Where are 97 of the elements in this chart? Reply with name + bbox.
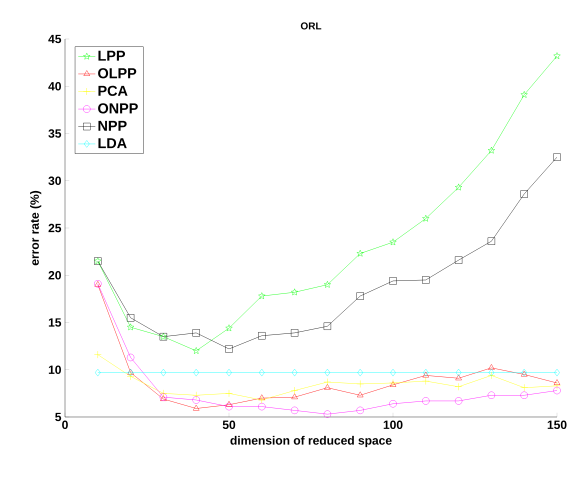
- point: [126, 314, 134, 322]
- point: [193, 368, 200, 376]
- point: [290, 406, 298, 414]
- y-tick-label: 25: [48, 224, 62, 232]
- y-tick-label: 15: [48, 318, 62, 327]
- point: [553, 386, 561, 394]
- legend-label: NPP: [98, 120, 127, 131]
- x-tick-label: 50: [222, 420, 236, 430]
- point: [160, 368, 166, 376]
- point: [290, 329, 298, 337]
- legend-label: LPP: [98, 50, 126, 61]
- point: [520, 384, 528, 392]
- point: [422, 276, 430, 284]
- y-tick-label: 40: [48, 82, 61, 90]
- point: [553, 382, 561, 390]
- point: [553, 52, 561, 60]
- point: [292, 368, 298, 376]
- point: [324, 384, 331, 390]
- point: [422, 368, 429, 376]
- point: [554, 379, 560, 385]
- y-tick-label: 10: [48, 366, 61, 374]
- point: [258, 368, 265, 376]
- point: [290, 386, 298, 394]
- point: [225, 390, 233, 398]
- legend-label: PCA: [98, 86, 128, 96]
- point: [454, 256, 462, 264]
- point: [488, 368, 494, 376]
- point: [422, 372, 430, 378]
- point: [192, 329, 200, 337]
- point: [488, 146, 495, 154]
- point: [389, 238, 397, 246]
- point: [258, 332, 266, 340]
- point: [324, 322, 332, 330]
- point: [422, 397, 430, 405]
- point: [258, 402, 266, 410]
- point: [455, 184, 462, 190]
- point: [488, 372, 496, 380]
- point: [389, 277, 397, 285]
- point: [356, 292, 364, 300]
- point: [126, 372, 134, 380]
- point: [422, 214, 430, 222]
- point: [488, 364, 495, 370]
- point: [520, 190, 528, 198]
- point: [226, 368, 232, 376]
- point: [324, 281, 331, 288]
- point: [454, 397, 462, 405]
- x-axis-title: dimension of reduced space: [230, 436, 392, 448]
- point: [192, 347, 200, 354]
- point: [356, 250, 364, 257]
- point: [357, 368, 364, 376]
- x-tick-label: 0: [62, 420, 68, 430]
- point: [291, 288, 298, 296]
- point: [192, 396, 200, 404]
- point: [553, 153, 561, 161]
- point: [324, 368, 330, 376]
- legend-label: OLPP: [98, 68, 136, 78]
- y-tick-label: 20: [48, 271, 61, 280]
- point: [356, 392, 364, 398]
- point: [226, 401, 232, 407]
- point: [258, 396, 266, 404]
- point: [192, 404, 200, 410]
- point: [258, 292, 266, 300]
- point: [554, 368, 560, 376]
- point: [94, 368, 101, 376]
- point: [488, 238, 496, 245]
- point: [454, 383, 462, 390]
- y-tick-label: 30: [48, 176, 61, 186]
- point: [225, 324, 233, 332]
- point: [192, 392, 200, 399]
- point: [390, 368, 396, 376]
- legend-label: ONPP: [98, 103, 138, 114]
- y-axis-title: error rate (%): [30, 190, 42, 266]
- point: [488, 392, 496, 399]
- point: [324, 410, 332, 418]
- point: [356, 406, 364, 414]
- y-tick-label: 35: [48, 129, 62, 138]
- x-tick-label: 100: [384, 420, 403, 430]
- point: [456, 368, 462, 376]
- point: [94, 350, 102, 358]
- point: [127, 324, 134, 330]
- point: [324, 378, 332, 386]
- legend-label: LDA: [98, 138, 127, 148]
- chart-title: ORL: [300, 22, 322, 30]
- point: [225, 402, 233, 410]
- point: [160, 390, 168, 398]
- x-tick-label: 150: [548, 420, 567, 430]
- y-tick-label: 5: [55, 412, 62, 422]
- point: [389, 400, 397, 408]
- point: [520, 392, 528, 399]
- point: [356, 380, 364, 388]
- point: [225, 345, 233, 353]
- point: [126, 354, 134, 362]
- y-tick-label: 45: [48, 34, 62, 44]
- point: [422, 377, 430, 385]
- point: [291, 393, 298, 400]
- point: [520, 91, 528, 98]
- point: [455, 374, 462, 380]
